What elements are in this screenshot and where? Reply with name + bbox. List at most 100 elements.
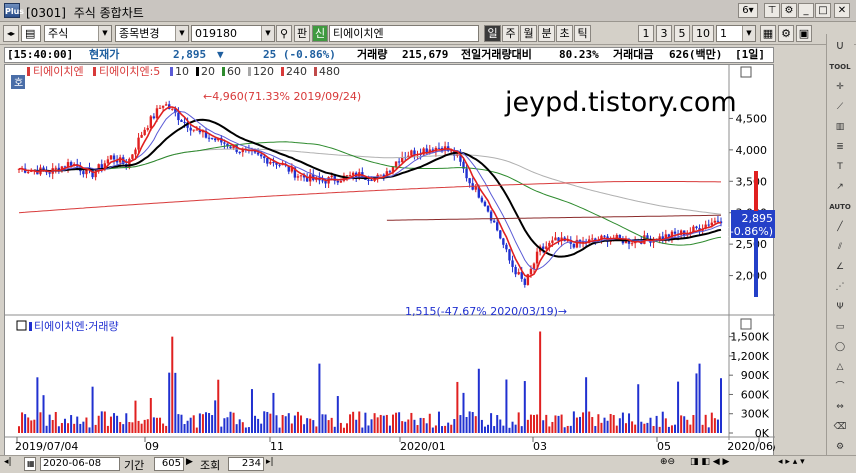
period-1-button[interactable]: 주 — [502, 25, 519, 42]
calendar-icon[interactable]: ▦ — [760, 25, 776, 42]
crosshair-icon[interactable]: ✛ — [836, 82, 844, 92]
chart-canvas[interactable]: 4,5004,0003,5003,0002,5002,000호티에이치엔티에이치… — [5, 65, 775, 463]
interval-5-button[interactable]: 5 — [674, 25, 690, 42]
triangle-icon[interactable]: △ — [836, 362, 844, 372]
volume-bar — [116, 415, 119, 433]
volume-legend: 티에이치엔:거래량 — [34, 320, 119, 333]
query-icon[interactable]: ▶ — [186, 457, 193, 467]
pitchfork-icon[interactable]: Ψ — [836, 302, 844, 312]
candle-body — [180, 120, 183, 122]
volume-bar — [79, 423, 82, 433]
volume-bar — [226, 417, 229, 433]
angle-icon[interactable]: ∠ — [835, 262, 845, 272]
volume-bar — [456, 381, 459, 433]
volume-bar — [465, 417, 468, 433]
volume-bar — [615, 425, 618, 433]
fibonacci-icon[interactable]: ≣ — [836, 142, 844, 152]
stock-name-field[interactable]: 티에이치엔 — [329, 25, 479, 42]
fan-icon[interactable]: ⋰ — [835, 282, 845, 292]
period-5-button[interactable]: 틱 — [574, 25, 591, 42]
scroll-left-icon[interactable]: ◂| — [4, 457, 12, 467]
volume-bar — [27, 417, 30, 433]
trendline-icon[interactable]: ⟋ — [836, 102, 844, 112]
candle-body — [146, 128, 149, 130]
arrow-icon[interactable]: ↗ — [836, 182, 844, 192]
config-icon[interactable]: ⚙ — [778, 25, 794, 42]
interval-3-button[interactable]: 3 — [656, 25, 672, 42]
volume-bar — [704, 414, 707, 433]
volume-bar — [293, 415, 296, 433]
legend-ma-20: 20 — [201, 65, 215, 78]
grid-icon[interactable]: ▣ — [796, 25, 812, 42]
volume-bar — [195, 427, 198, 433]
volume-bar — [171, 336, 174, 433]
period-3-button[interactable]: 분 — [538, 25, 555, 42]
volume-bar — [103, 411, 106, 433]
candle-body — [149, 116, 153, 129]
line-tool-icon[interactable]: ╱ — [837, 222, 843, 232]
period-4-button[interactable]: 초 — [556, 25, 573, 42]
measure-icon[interactable]: ⇔ — [836, 402, 844, 412]
rectangle-icon[interactable]: ▭ — [835, 322, 845, 332]
query-count-input[interactable]: 234 — [228, 457, 264, 471]
period-2-button[interactable]: 월 — [520, 25, 537, 42]
stock-code-input[interactable]: 019180 ▼ — [191, 25, 275, 42]
candle-body — [551, 240, 554, 243]
candle-body — [391, 166, 395, 172]
minimize-icon[interactable]: _ — [798, 3, 814, 18]
interval-select[interactable]: 1 ▼ — [716, 25, 756, 42]
volume-bar — [45, 425, 48, 433]
bar-chart-icon[interactable]: ▥ — [835, 122, 845, 132]
interval-10-button[interactable]: 10 — [692, 25, 714, 42]
candle-body — [719, 221, 723, 224]
candle-body — [508, 249, 511, 261]
volume-bar — [140, 423, 143, 433]
price-tick-label: 2,500 — [736, 238, 768, 251]
start-date-input[interactable]: 2020-06-08 — [40, 457, 120, 471]
search-icon[interactable]: ⚲ — [276, 25, 292, 42]
period-input[interactable]: 605 — [154, 457, 184, 471]
volume-bar — [70, 415, 73, 433]
zoom-icons[interactable]: ◨ ◧ ◀ ▶ — [690, 457, 730, 467]
interval-1-button[interactable]: 1 — [638, 25, 654, 42]
zoom-in-icon[interactable]: ⊕⊖ — [660, 457, 676, 467]
volume-bar — [431, 427, 434, 433]
candle-body — [557, 237, 560, 242]
candle-body — [204, 130, 208, 138]
calendar-small-icon[interactable]: ▦ — [24, 457, 36, 471]
volume-bar — [333, 426, 336, 433]
chart-area[interactable]: 4,5004,0003,5003,0002,5002,000호티에이치엔티에이치… — [4, 64, 775, 463]
scroll-buttons-icon[interactable]: ◂ ▸ ▴ ▾ — [778, 457, 805, 467]
settings-icon[interactable]: ⚙ — [781, 3, 797, 18]
candle-body — [241, 149, 244, 153]
ma60-line — [49, 141, 722, 246]
volume-bar — [588, 411, 591, 433]
volume-bar — [413, 419, 416, 433]
candle-body — [459, 153, 462, 162]
ellipse-icon[interactable]: ◯ — [834, 342, 846, 352]
candle-body — [155, 108, 159, 119]
channel-icon[interactable]: ⫽ — [837, 242, 842, 252]
maximize-icon[interactable]: □ — [815, 3, 831, 18]
market-select[interactable]: 주식 ▼ — [44, 25, 112, 42]
cycle-icon[interactable]: ⌒ — [835, 382, 845, 392]
volume-bar — [689, 424, 692, 433]
close-icon[interactable]: ✕ — [834, 3, 850, 18]
candle-body — [63, 166, 67, 168]
nav-right-icon[interactable]: ▸| — [266, 457, 274, 467]
auto-label[interactable]: AUTO — [829, 203, 851, 211]
gear-icon[interactable]: ⚙ — [835, 442, 845, 452]
mode-select[interactable]: 종목변경 ▼ — [115, 25, 189, 42]
eraser-icon[interactable]: ⌫ — [833, 422, 847, 432]
pan-button[interactable]: 판 — [294, 25, 310, 42]
collapse-icon[interactable]: ∪ — [835, 38, 845, 52]
nav-arrows-icon[interactable]: ◂▸ — [3, 25, 19, 42]
window-number-badge[interactable]: 6▾ — [738, 3, 758, 18]
period-0-button[interactable]: 일 — [484, 25, 501, 42]
pin-icon[interactable]: ⊤ — [764, 3, 780, 18]
volume-bar — [122, 424, 125, 433]
link-icon[interactable]: ▤ — [21, 25, 41, 42]
candle-body — [517, 272, 520, 275]
text-tool-icon[interactable]: T — [837, 162, 843, 172]
volume-bar — [597, 414, 600, 433]
